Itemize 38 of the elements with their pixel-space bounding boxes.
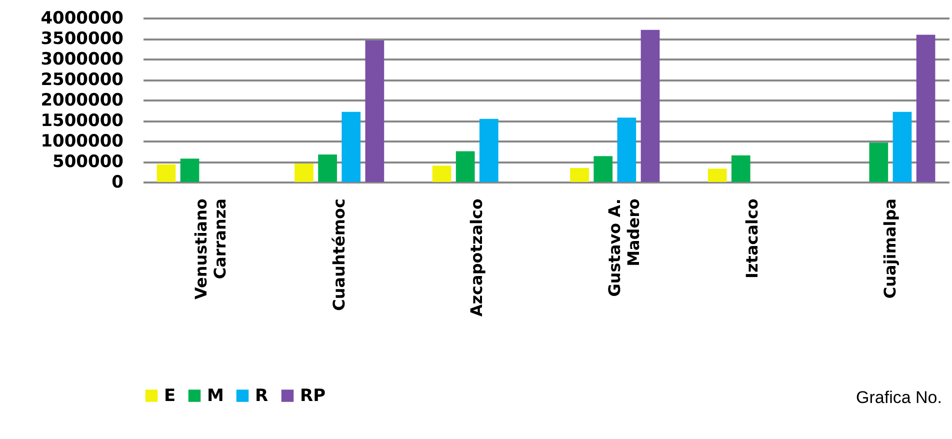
y-tick-label: 0 bbox=[112, 172, 124, 192]
x-tick-label: Cuajimalpa bbox=[880, 198, 900, 299]
bar bbox=[869, 142, 888, 182]
bar bbox=[640, 30, 660, 182]
legend-label: RP bbox=[300, 386, 326, 406]
y-tick-label: 4000000 bbox=[40, 8, 124, 28]
bar bbox=[294, 164, 314, 182]
bar bbox=[570, 168, 589, 182]
x-tick-label: Azcapotzalco bbox=[467, 198, 486, 317]
legend-label: R bbox=[255, 386, 268, 406]
bar bbox=[456, 151, 475, 182]
bar bbox=[916, 34, 936, 182]
bar bbox=[594, 156, 613, 182]
bar bbox=[156, 164, 176, 182]
bar bbox=[731, 155, 750, 182]
y-tick-label: 2000000 bbox=[40, 90, 124, 110]
bar bbox=[479, 118, 498, 182]
y-tick-label: 1500000 bbox=[40, 111, 124, 131]
y-tick-label: 3500000 bbox=[40, 29, 124, 49]
x-tick-label: Iztacalco bbox=[742, 198, 762, 278]
bar bbox=[365, 40, 384, 182]
legend-label: M bbox=[207, 386, 224, 406]
text: Grafica No. bbox=[856, 388, 942, 408]
bar bbox=[892, 112, 912, 182]
y-tick-label: 500000 bbox=[52, 152, 124, 172]
y-tick-label: 2500000 bbox=[40, 70, 124, 90]
bar bbox=[617, 118, 636, 182]
y-tick-label: 1000000 bbox=[40, 132, 124, 152]
x-tick-label: Cuauhtémoc bbox=[329, 198, 348, 311]
bar bbox=[318, 154, 337, 182]
x-tick-label: Venustiano Carranza bbox=[192, 198, 230, 300]
bar bbox=[342, 112, 361, 182]
bar bbox=[708, 168, 727, 182]
legend-label: E bbox=[164, 386, 176, 406]
bar bbox=[180, 158, 200, 182]
x-tick-label: Gustavo A. Madero bbox=[604, 198, 643, 297]
y-tick-label: 3000000 bbox=[40, 50, 124, 70]
bar bbox=[432, 166, 452, 182]
